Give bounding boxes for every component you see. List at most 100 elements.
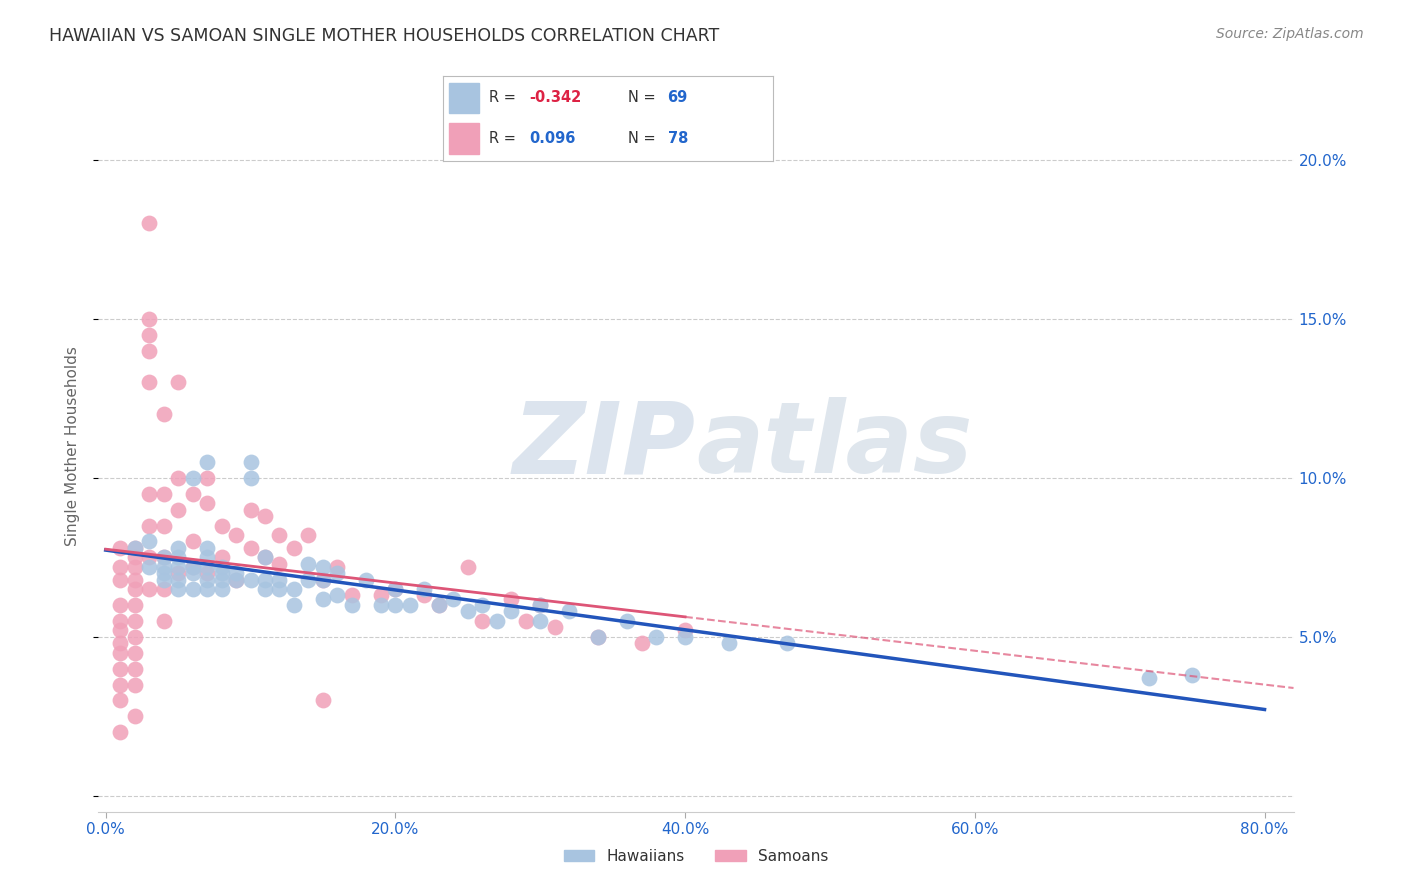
Point <box>211 550 233 565</box>
Point <box>413 589 436 603</box>
Point <box>269 573 291 587</box>
Point <box>124 541 146 555</box>
Point <box>211 573 233 587</box>
Point <box>195 541 218 555</box>
Text: 69: 69 <box>668 90 688 105</box>
Point <box>108 624 131 638</box>
Point <box>181 559 204 574</box>
Point <box>253 550 276 565</box>
Point <box>586 630 609 644</box>
Point <box>167 582 190 596</box>
Point <box>457 604 479 618</box>
Point <box>211 559 233 574</box>
Point <box>427 598 450 612</box>
Point <box>124 550 146 565</box>
Point <box>1181 668 1204 682</box>
Point <box>138 311 160 326</box>
Point <box>283 598 305 612</box>
Point <box>167 550 190 565</box>
Point <box>471 614 494 628</box>
Point <box>384 598 406 612</box>
Point <box>152 486 174 500</box>
Point <box>340 589 363 603</box>
Point <box>108 693 131 707</box>
Text: 78: 78 <box>668 130 688 145</box>
Point <box>152 559 174 574</box>
Point <box>195 582 218 596</box>
Point <box>108 646 131 660</box>
Point <box>326 566 349 581</box>
Point <box>211 518 233 533</box>
Point <box>370 598 392 612</box>
Point <box>356 573 378 587</box>
Point <box>529 598 551 612</box>
Point <box>312 591 335 606</box>
Point <box>152 518 174 533</box>
Point <box>283 541 305 555</box>
Point <box>253 550 276 565</box>
Point <box>384 582 406 596</box>
Point <box>181 486 204 500</box>
Point <box>108 725 131 739</box>
Point <box>501 604 523 618</box>
Point <box>108 662 131 676</box>
Point <box>108 573 131 587</box>
Point <box>108 541 131 555</box>
Point <box>616 614 638 628</box>
Text: R =: R = <box>489 90 516 105</box>
Point <box>181 566 204 581</box>
Point <box>138 559 160 574</box>
Point <box>312 573 335 587</box>
Point <box>269 582 291 596</box>
Point <box>326 589 349 603</box>
Point <box>253 508 276 523</box>
Point <box>181 534 204 549</box>
Point <box>195 566 218 581</box>
Point <box>253 582 276 596</box>
Point <box>529 598 551 612</box>
Point <box>239 573 262 587</box>
Point <box>108 614 131 628</box>
Point <box>630 636 652 650</box>
Point <box>645 630 668 644</box>
Point <box>152 614 174 628</box>
Point <box>152 407 174 421</box>
Point <box>167 376 190 390</box>
Point <box>124 614 146 628</box>
Point <box>167 559 190 574</box>
Point <box>457 559 479 574</box>
Legend: Hawaiians, Samoans: Hawaiians, Samoans <box>558 843 834 870</box>
Point <box>124 662 146 676</box>
Point <box>124 573 146 587</box>
Point <box>167 471 190 485</box>
Point <box>211 582 233 596</box>
Point <box>326 559 349 574</box>
Point <box>558 604 581 618</box>
Point <box>138 486 160 500</box>
Point <box>384 582 406 596</box>
Point <box>124 541 146 555</box>
Point <box>124 709 146 723</box>
Point <box>138 518 160 533</box>
Point <box>544 620 567 634</box>
Point <box>167 541 190 555</box>
Point <box>717 636 740 650</box>
Point <box>138 376 160 390</box>
Point <box>167 566 190 581</box>
Point <box>225 573 247 587</box>
Point <box>673 630 696 644</box>
Point <box>181 582 204 596</box>
Point <box>239 502 262 516</box>
Point <box>239 471 262 485</box>
Point <box>673 624 696 638</box>
Text: R =: R = <box>489 130 516 145</box>
Text: HAWAIIAN VS SAMOAN SINGLE MOTHER HOUSEHOLDS CORRELATION CHART: HAWAIIAN VS SAMOAN SINGLE MOTHER HOUSEHO… <box>49 27 720 45</box>
Point <box>138 550 160 565</box>
Point <box>399 598 422 612</box>
Point <box>312 559 335 574</box>
Point <box>124 559 146 574</box>
Point <box>181 471 204 485</box>
Point <box>138 343 160 358</box>
Point <box>108 677 131 691</box>
Point <box>167 502 190 516</box>
